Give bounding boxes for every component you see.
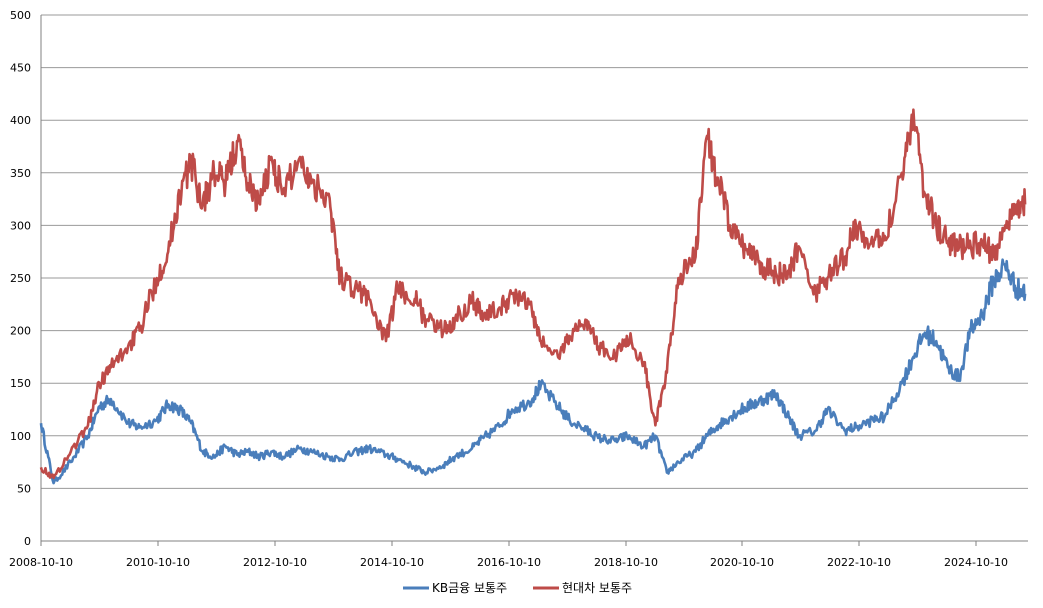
x-tick-label: 2022-10-10 <box>827 556 891 569</box>
legend: KB금융 보통주 현대차 보통주 <box>403 581 632 595</box>
y-tick-label: 400 <box>10 114 31 127</box>
y-tick-label: 0 <box>24 535 31 548</box>
y-tick-label: 500 <box>10 9 31 22</box>
x-tick-label: 2008-10-10 <box>9 556 73 569</box>
x-axis-ticks: 2008-10-10 2010-10-10 2012-10-10 2014-10-10… <box>9 541 1008 569</box>
legend-label-hyundai: 현대차 보통주 <box>562 581 632 595</box>
y-tick-label: 450 <box>10 62 31 75</box>
y-tick-label: 200 <box>10 325 31 338</box>
x-tick-label: 2010-10-10 <box>126 556 190 569</box>
x-tick-label: 2018-10-10 <box>594 556 658 569</box>
series-line-kb <box>39 258 1027 485</box>
y-tick-label: 50 <box>17 482 31 495</box>
gridlines <box>40 14 1028 542</box>
y-tick-label: 350 <box>10 167 31 180</box>
y-tick-label: 100 <box>10 430 31 443</box>
x-tick-label: 2014-10-10 <box>360 556 424 569</box>
x-tick-label: 2016-10-10 <box>477 556 541 569</box>
y-tick-label: 150 <box>10 377 31 390</box>
y-axis-ticks: 0 50 100 150 200 250 300 350 400 450 500 <box>10 9 31 548</box>
x-tick-label: 2020-10-10 <box>710 556 774 569</box>
y-tick-label: 300 <box>10 219 31 232</box>
series-line-hyundai <box>39 108 1027 480</box>
y-tick-label: 250 <box>10 272 31 285</box>
series-lines <box>39 108 1027 485</box>
legend-label-kb: KB금융 보통주 <box>432 581 507 595</box>
x-tick-label: 2012-10-10 <box>243 556 307 569</box>
x-tick-label: 2024-10-10 <box>944 556 1008 569</box>
